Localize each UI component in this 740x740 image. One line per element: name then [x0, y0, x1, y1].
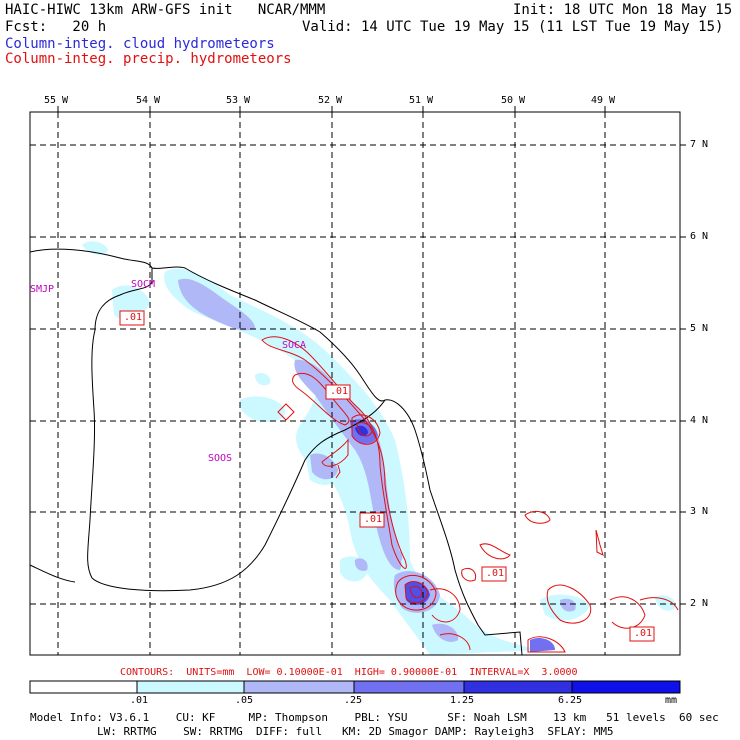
init-time: Init: 18 UTC Mon 18 May 15 — [513, 2, 733, 18]
lon-label-51w: 51 W — [409, 95, 434, 106]
contour-label-boxes — [119, 310, 655, 642]
lat-label-7n: 7 N — [690, 139, 709, 150]
lat-label-2n: 2 N — [690, 598, 709, 609]
contours-info: CONTOURS: UNITS=mm LOW= 0.10000E-01 HIGH… — [120, 667, 578, 678]
lon-label-55w: 55 W — [44, 95, 69, 106]
lat-label-4n: 4 N — [690, 415, 709, 426]
colorbar-label: .05 — [235, 695, 254, 706]
colorbar — [29, 680, 681, 694]
contour-label: .01 — [330, 386, 349, 397]
coastline — [29, 248, 523, 656]
colorbar-label: .25 — [344, 695, 363, 706]
station-smjp: SMJP — [30, 284, 55, 295]
station-soca: SOCA — [282, 340, 307, 351]
lon-label-50w: 50 W — [501, 95, 526, 106]
model-info: Model Info: V3.6.1 CU: KF MP: Thompson P… — [30, 711, 719, 724]
lat-label-5n: 5 N — [690, 323, 709, 334]
lat-label-6n: 6 N — [690, 231, 709, 242]
lon-label-49w: 49 W — [591, 95, 616, 106]
valid-time: Valid: 14 UTC Tue 19 May 15 (11 LST Tue … — [302, 19, 724, 35]
top-ticks — [57, 106, 606, 112]
lon-label-53w: 53 W — [226, 95, 251, 106]
map-frame — [29, 111, 681, 656]
legend-cloud: Column-integ. cloud hydrometeors — [5, 36, 275, 52]
lon-label-52w: 52 W — [318, 95, 343, 106]
colorbar-unit: mm — [665, 695, 678, 706]
contour-label: .01 — [364, 514, 383, 525]
lon-label-54w: 54 W — [136, 95, 161, 106]
right-ticks — [680, 144, 686, 605]
contour-label: .01 — [634, 628, 653, 639]
station-soos: SOOS — [208, 453, 233, 464]
colorbar-label: 6.25 — [558, 695, 583, 706]
contour-label: .01 — [124, 312, 143, 323]
model-physics: LW: RRTMG SW: RRTMG DIFF: full KM: 2D Sm… — [97, 725, 614, 738]
legend-precip: Column-integ. precip. hydrometeors — [5, 51, 292, 67]
forecast-hour: Fcst: 20 h — [5, 19, 107, 35]
contour-label: .01 — [486, 568, 505, 579]
lat-lon-grid — [30, 112, 680, 655]
colorbar-label: 1.25 — [450, 695, 475, 706]
station-socm: SOCM — [131, 279, 156, 290]
colorbar-label: .01 — [130, 695, 149, 706]
lat-label-3n: 3 N — [690, 506, 709, 517]
header-title: HAIC-HIWC 13km ARW-GFS init NCAR/MMM — [5, 2, 326, 18]
